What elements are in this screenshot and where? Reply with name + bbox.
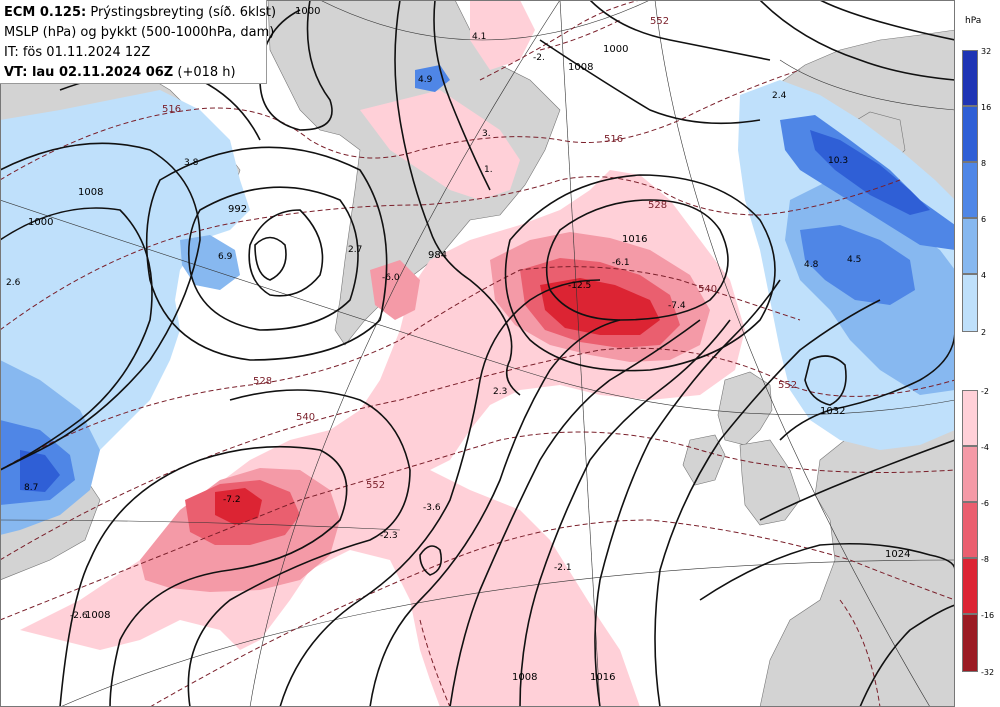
tendency-label: 3.8 — [184, 158, 199, 168]
legend-label: 4 — [981, 271, 987, 280]
legend-swatch-fall — [962, 390, 978, 446]
legend-swatch-fall — [962, 502, 978, 558]
legend-swatch-rise — [962, 50, 978, 106]
title-box: ECM 0.125: Prýstingsbreyting (síð. 6klst… — [0, 0, 276, 84]
isobar-label: 1008 — [512, 672, 537, 683]
tendency-label: 8.7 — [24, 483, 38, 493]
isobar-labels: 1000 1008 1000 1016 1024 1032 992 1008 1… — [28, 6, 910, 683]
legend-label: -2 — [981, 387, 989, 396]
tendency-label: 4.1 — [472, 32, 486, 42]
thickness-label: 528 — [253, 376, 272, 387]
greenland — [267, 0, 561, 346]
tendency-labels: 4.1 -2. 4.9 3. 1. 3.8 6.9 2.7 -6.0 -12.5… — [6, 32, 861, 621]
tendency-label: 2.7 — [348, 245, 362, 255]
tendency-label: 2.4 — [772, 91, 787, 101]
title-line-1: ECM 0.125: Prýstingsbreyting (síð. 6klst… — [4, 3, 276, 23]
legend-label: 32 — [981, 47, 992, 56]
isobar-label: 1008 — [568, 62, 593, 73]
isobar-label: 1000 — [295, 6, 320, 17]
legend-swatch-fall — [962, 446, 978, 502]
tendency-label: -2. — [533, 53, 545, 63]
thickness-label: 528 — [648, 200, 667, 211]
tendency-label: 10.3 — [828, 156, 848, 166]
thickness-label: 516 — [162, 104, 181, 115]
tendency-label: -2.1 — [554, 563, 572, 573]
legend-label: -16 — [981, 611, 995, 620]
tendency-label: -6.0 — [382, 273, 400, 283]
valid-time-line: VT: lau 02.11.2024 06Z (+018 h) — [4, 63, 266, 83]
legend-swatch-rise — [962, 218, 978, 274]
valid-time: VT: lau 02.11.2024 06Z — [4, 65, 174, 80]
thickness-label: 552 — [650, 16, 669, 27]
tendency-label: -6.1 — [612, 258, 630, 268]
thickness-label: 552 — [778, 380, 797, 391]
legend-swatch-fall — [962, 614, 978, 672]
thickness-label: 516 — [604, 134, 623, 145]
tendency-label: 4.9 — [418, 75, 433, 85]
tendency-label: -12.5 — [568, 281, 591, 291]
thickness-label: 552 — [366, 480, 385, 491]
tendency-label: 4.5 — [847, 255, 861, 265]
product-name: Prýstingsbreyting (síð. 6klst) — [86, 5, 277, 20]
tendency-label: 6.9 — [218, 252, 233, 262]
isobar-label: 984 — [428, 250, 447, 261]
legend-label: -8 — [981, 555, 989, 564]
isobar-label: 992 — [228, 204, 247, 215]
init-time: IT: fös 01.11.2024 12Z — [4, 45, 151, 60]
tendency-label: 4.8 — [804, 260, 819, 270]
legend-label: 2 — [981, 328, 987, 337]
legend-label: -32 — [981, 668, 995, 677]
legend-swatch-fall — [962, 558, 978, 614]
tendency-label: 2.3 — [493, 387, 507, 397]
isobar-label: 1032 — [820, 406, 845, 417]
thickness-label: 540 — [296, 412, 315, 423]
legend-swatch-rise — [962, 162, 978, 218]
tendency-label: -2.6 — [70, 611, 88, 621]
isobar-label: 1016 — [590, 672, 615, 683]
isobar-label: 1000 — [603, 44, 628, 55]
legend-swatch-rise — [962, 106, 978, 162]
thickness-contours — [0, 0, 955, 707]
model-name: ECM 0.125: — [4, 5, 87, 20]
isobar-label: 1016 — [622, 234, 647, 245]
england — [739, 439, 801, 526]
legend-label: 16 — [981, 103, 992, 112]
isobar-label: 1008 — [85, 610, 110, 621]
tendency-label: 1. — [484, 165, 493, 175]
isobars — [0, 0, 955, 707]
legend-label: -6 — [981, 499, 989, 508]
legend-label: 8 — [981, 159, 987, 168]
thickness-labels: 516 528 540 552 516 528 540 552 552 — [162, 16, 797, 491]
tendency-label: -3.6 — [423, 503, 441, 513]
legend-swatch-rise — [962, 274, 978, 332]
legend-unit: hPa — [965, 16, 982, 26]
isobar-label: 1000 — [28, 217, 53, 228]
legend-label: -4 — [981, 443, 989, 452]
isobar-label: 1008 — [78, 187, 103, 198]
forecast-hour: (+018 h) — [173, 65, 236, 80]
title-line-2: MSLP (hPa) og þykkt (500-1000hPa, dam) — [4, 25, 275, 40]
tendency-label: 2.6 — [6, 278, 21, 288]
thickness-label: 540 — [698, 284, 717, 295]
pressure-rise-areas — [0, 65, 955, 535]
tendency-label: -7.2 — [223, 495, 241, 505]
tendency-label: -7.4 — [668, 301, 686, 311]
isobar-label: 1024 — [885, 549, 910, 560]
weather-map: 1000 1008 1000 1016 1024 1032 992 1008 1… — [0, 0, 955, 707]
tendency-label: -2.3 — [380, 531, 398, 541]
legend-label: 6 — [981, 215, 987, 224]
tendency-label: 3. — [482, 129, 491, 139]
graticule — [0, 0, 955, 707]
